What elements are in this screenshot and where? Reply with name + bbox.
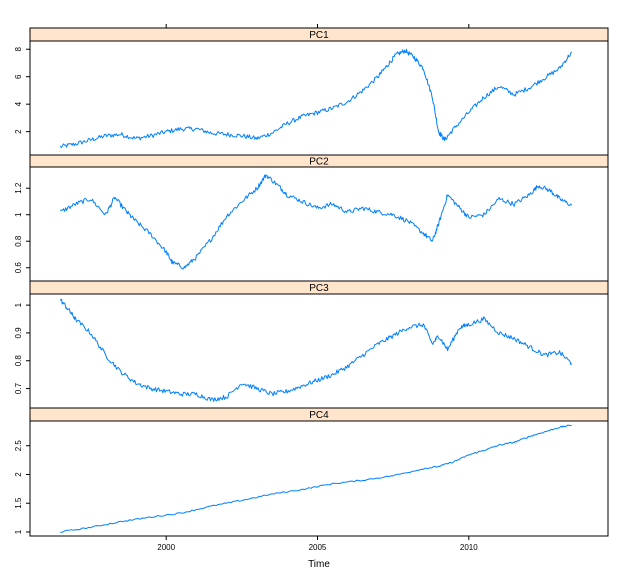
panel-pc1-ytick-label: 8 — [14, 46, 23, 51]
panel-pc1-ytick-label: 4 — [14, 101, 23, 106]
panel-pc1-frame — [29, 40, 609, 156]
panel-pc2-ytick-label: 1 — [14, 212, 23, 217]
panel-pc3-frame — [29, 293, 609, 409]
panel-pc4-ytick-label: 1.5 — [14, 497, 23, 509]
panel-pc3-ytick-label: 0.9 — [14, 327, 23, 339]
panel-pc3-title: PC3 — [309, 283, 329, 294]
panel-pc4-ytick-label: 2.5 — [14, 440, 23, 452]
panel-pc3-ytick-label: 0.7 — [14, 382, 23, 394]
panel-pc3-ytick-label: 1 — [14, 302, 23, 307]
panel-pc4-title: PC4 — [309, 410, 329, 421]
panel-pc2-title: PC2 — [309, 157, 329, 168]
panel-pc4-frame — [29, 420, 609, 537]
panel-pc3-ytick-label: 0.8 — [14, 355, 23, 367]
x-tick-label: 2005 — [309, 543, 327, 552]
x-axis-label: Time — [308, 559, 330, 570]
panel-pc2-ytick-label: 1.2 — [14, 182, 23, 194]
panel-pc2-ytick-label: 0.8 — [14, 235, 23, 247]
panel-pc1-title: PC1 — [309, 30, 329, 41]
panel-pc1-ytick-label: 6 — [14, 74, 23, 79]
panel-pc2-frame — [29, 166, 609, 282]
panel-pc1-ytick-label: 2 — [14, 129, 23, 134]
x-tick-label: 2000 — [157, 543, 175, 552]
panel-pc4-series-line — [60, 424, 572, 533]
panel-pc4-ytick-label: 1 — [14, 529, 23, 534]
panel-pc4-ytick-label: 2 — [14, 472, 23, 477]
x-tick-label: 2010 — [460, 543, 478, 552]
panel-pc3-series-line — [59, 298, 573, 402]
panel-pc1-series-line — [59, 48, 573, 148]
panel-pc2-series-line — [60, 174, 573, 270]
panel-pc2-ytick-label: 0.6 — [14, 262, 23, 274]
